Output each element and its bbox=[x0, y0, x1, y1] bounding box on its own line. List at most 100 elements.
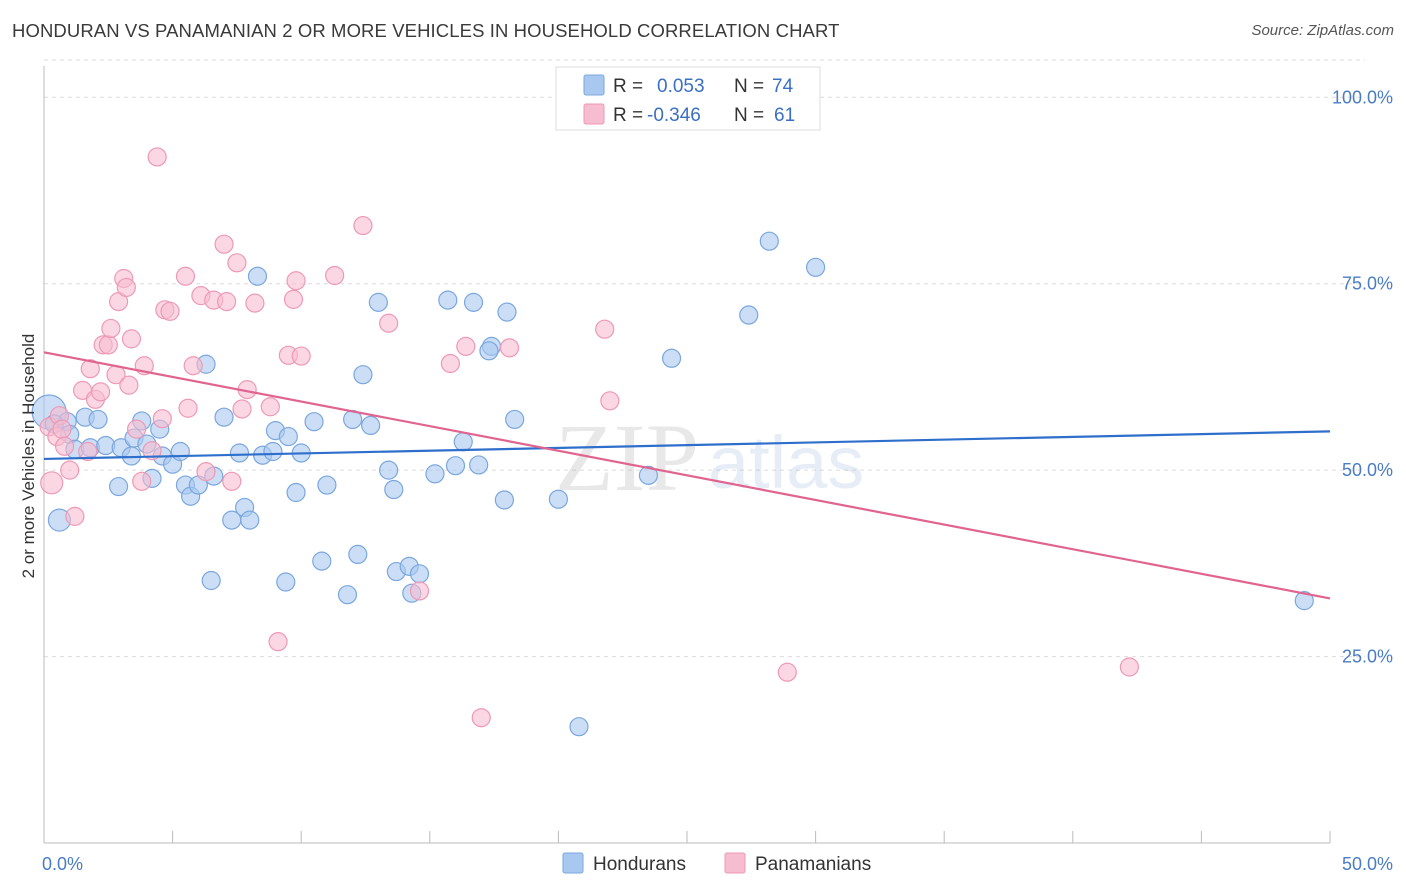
legend-swatch-panamanians bbox=[724, 852, 746, 874]
honduran-point bbox=[286, 482, 306, 503]
panamanian-point bbox=[147, 147, 167, 167]
panamanian-point bbox=[268, 632, 288, 652]
panamanian-point bbox=[40, 471, 64, 495]
honduran-point bbox=[497, 302, 517, 322]
panamanian-point bbox=[214, 234, 234, 254]
panamanian-point bbox=[80, 359, 100, 379]
panamanian-point bbox=[90, 382, 111, 402]
panamanian-point bbox=[232, 399, 252, 419]
legend-r-value: 0.053 bbox=[657, 76, 705, 97]
panamanian-point bbox=[116, 277, 136, 298]
chart-title: HONDURAN VS PANAMANIAN 2 OR MORE VEHICLE… bbox=[12, 20, 840, 41]
honduran-point bbox=[317, 475, 337, 495]
watermark-atlas: atlas bbox=[708, 421, 864, 504]
panamanian-point bbox=[78, 441, 98, 462]
honduran-point bbox=[569, 717, 589, 737]
legend-n-label: N = bbox=[734, 105, 764, 126]
honduran-point bbox=[88, 409, 108, 430]
panamanian-point bbox=[121, 329, 142, 349]
legend-n-value: 74 bbox=[772, 76, 794, 97]
honduran-point bbox=[505, 409, 525, 430]
panamanian-point bbox=[283, 289, 304, 309]
series-legend: Hondurans Panamanians bbox=[562, 852, 871, 875]
honduran-point bbox=[438, 290, 458, 310]
honduran-point bbox=[425, 464, 445, 484]
panamanian-point bbox=[152, 409, 172, 429]
panamanian-point bbox=[126, 419, 147, 439]
honduran-point bbox=[479, 341, 499, 361]
panamanian-point bbox=[286, 271, 306, 291]
source-credit: Source: ZipAtlas.com bbox=[1251, 22, 1394, 39]
honduran-point bbox=[368, 292, 388, 312]
honduran-point bbox=[384, 479, 404, 500]
y-tick-labels: 25.0% 50.0% 75.0% 100.0% bbox=[1332, 87, 1393, 666]
panamanian-point bbox=[353, 215, 373, 236]
honduran-trend-line bbox=[43, 430, 1331, 461]
panamanian-point bbox=[60, 460, 80, 480]
honduran-point bbox=[276, 572, 296, 592]
panamanian-trend-line bbox=[43, 351, 1331, 600]
y-tick-label: 25.0% bbox=[1342, 647, 1393, 667]
honduran-point bbox=[453, 432, 473, 452]
honduran-point bbox=[348, 544, 368, 565]
honduran-point bbox=[805, 257, 826, 277]
panamanian-point bbox=[325, 265, 345, 286]
panamanian-point bbox=[777, 662, 797, 682]
y-axis-title: 2 or more Vehicles in Household bbox=[19, 334, 38, 579]
panamanian-point bbox=[175, 266, 196, 286]
panamanian-point bbox=[499, 338, 520, 358]
honduran-point bbox=[278, 426, 298, 447]
y-tick-label: 100.0% bbox=[1332, 87, 1393, 107]
honduran-point bbox=[1294, 591, 1314, 611]
honduran-point bbox=[379, 460, 399, 480]
panamanian-point bbox=[379, 313, 399, 333]
honduran-point bbox=[201, 570, 221, 591]
legend-n-label: N = bbox=[734, 76, 764, 97]
legend-label-hondurans: Hondurans bbox=[593, 854, 686, 875]
panamanian-point bbox=[101, 318, 121, 339]
axes bbox=[43, 66, 1331, 844]
honduran-point bbox=[108, 476, 129, 497]
honduran-point bbox=[353, 365, 373, 385]
series-hondurans bbox=[31, 231, 1314, 737]
panamanian-point bbox=[183, 356, 203, 376]
honduran-point bbox=[247, 266, 268, 286]
panamanian-point bbox=[291, 346, 311, 366]
honduran-point bbox=[638, 465, 659, 485]
panamanian-point bbox=[222, 471, 242, 491]
honduran-point bbox=[469, 455, 489, 475]
panamanian-point bbox=[600, 391, 620, 411]
x-tick-label-min: 0.0% bbox=[42, 854, 83, 874]
panamanian-point bbox=[456, 336, 476, 356]
panamanian-point bbox=[132, 471, 152, 491]
panamanian-point bbox=[119, 375, 139, 395]
panamanian-point bbox=[160, 301, 180, 321]
panamanian-point bbox=[260, 397, 280, 417]
honduran-point bbox=[494, 490, 514, 510]
honduran-point bbox=[337, 585, 358, 605]
trend-lines bbox=[43, 351, 1331, 600]
watermark: ZIP atlas bbox=[555, 404, 864, 511]
panamanian-point bbox=[178, 398, 198, 418]
honduran-point bbox=[170, 441, 190, 462]
panamanian-point bbox=[54, 436, 75, 456]
legend-n-value: 61 bbox=[774, 105, 795, 126]
honduran-point bbox=[214, 407, 234, 427]
watermark-zip: ZIP bbox=[555, 404, 699, 511]
honduran-point bbox=[240, 510, 260, 530]
honduran-point bbox=[361, 415, 381, 435]
legend-r-value: -0.346 bbox=[647, 105, 701, 126]
legend-r-label: R = bbox=[613, 105, 643, 126]
legend-swatch-hondurans bbox=[583, 74, 605, 96]
honduran-point bbox=[409, 564, 430, 584]
y-tick-label: 50.0% bbox=[1342, 460, 1393, 480]
panamanian-point bbox=[98, 335, 118, 355]
honduran-point bbox=[759, 231, 779, 251]
panamanian-point bbox=[217, 292, 237, 312]
y-tick-label: 75.0% bbox=[1342, 274, 1393, 294]
honduran-point bbox=[739, 305, 759, 325]
legend-swatch-panamanians bbox=[583, 103, 605, 125]
legend-swatch-hondurans bbox=[562, 852, 584, 874]
legend-r-label: R = bbox=[613, 76, 643, 97]
